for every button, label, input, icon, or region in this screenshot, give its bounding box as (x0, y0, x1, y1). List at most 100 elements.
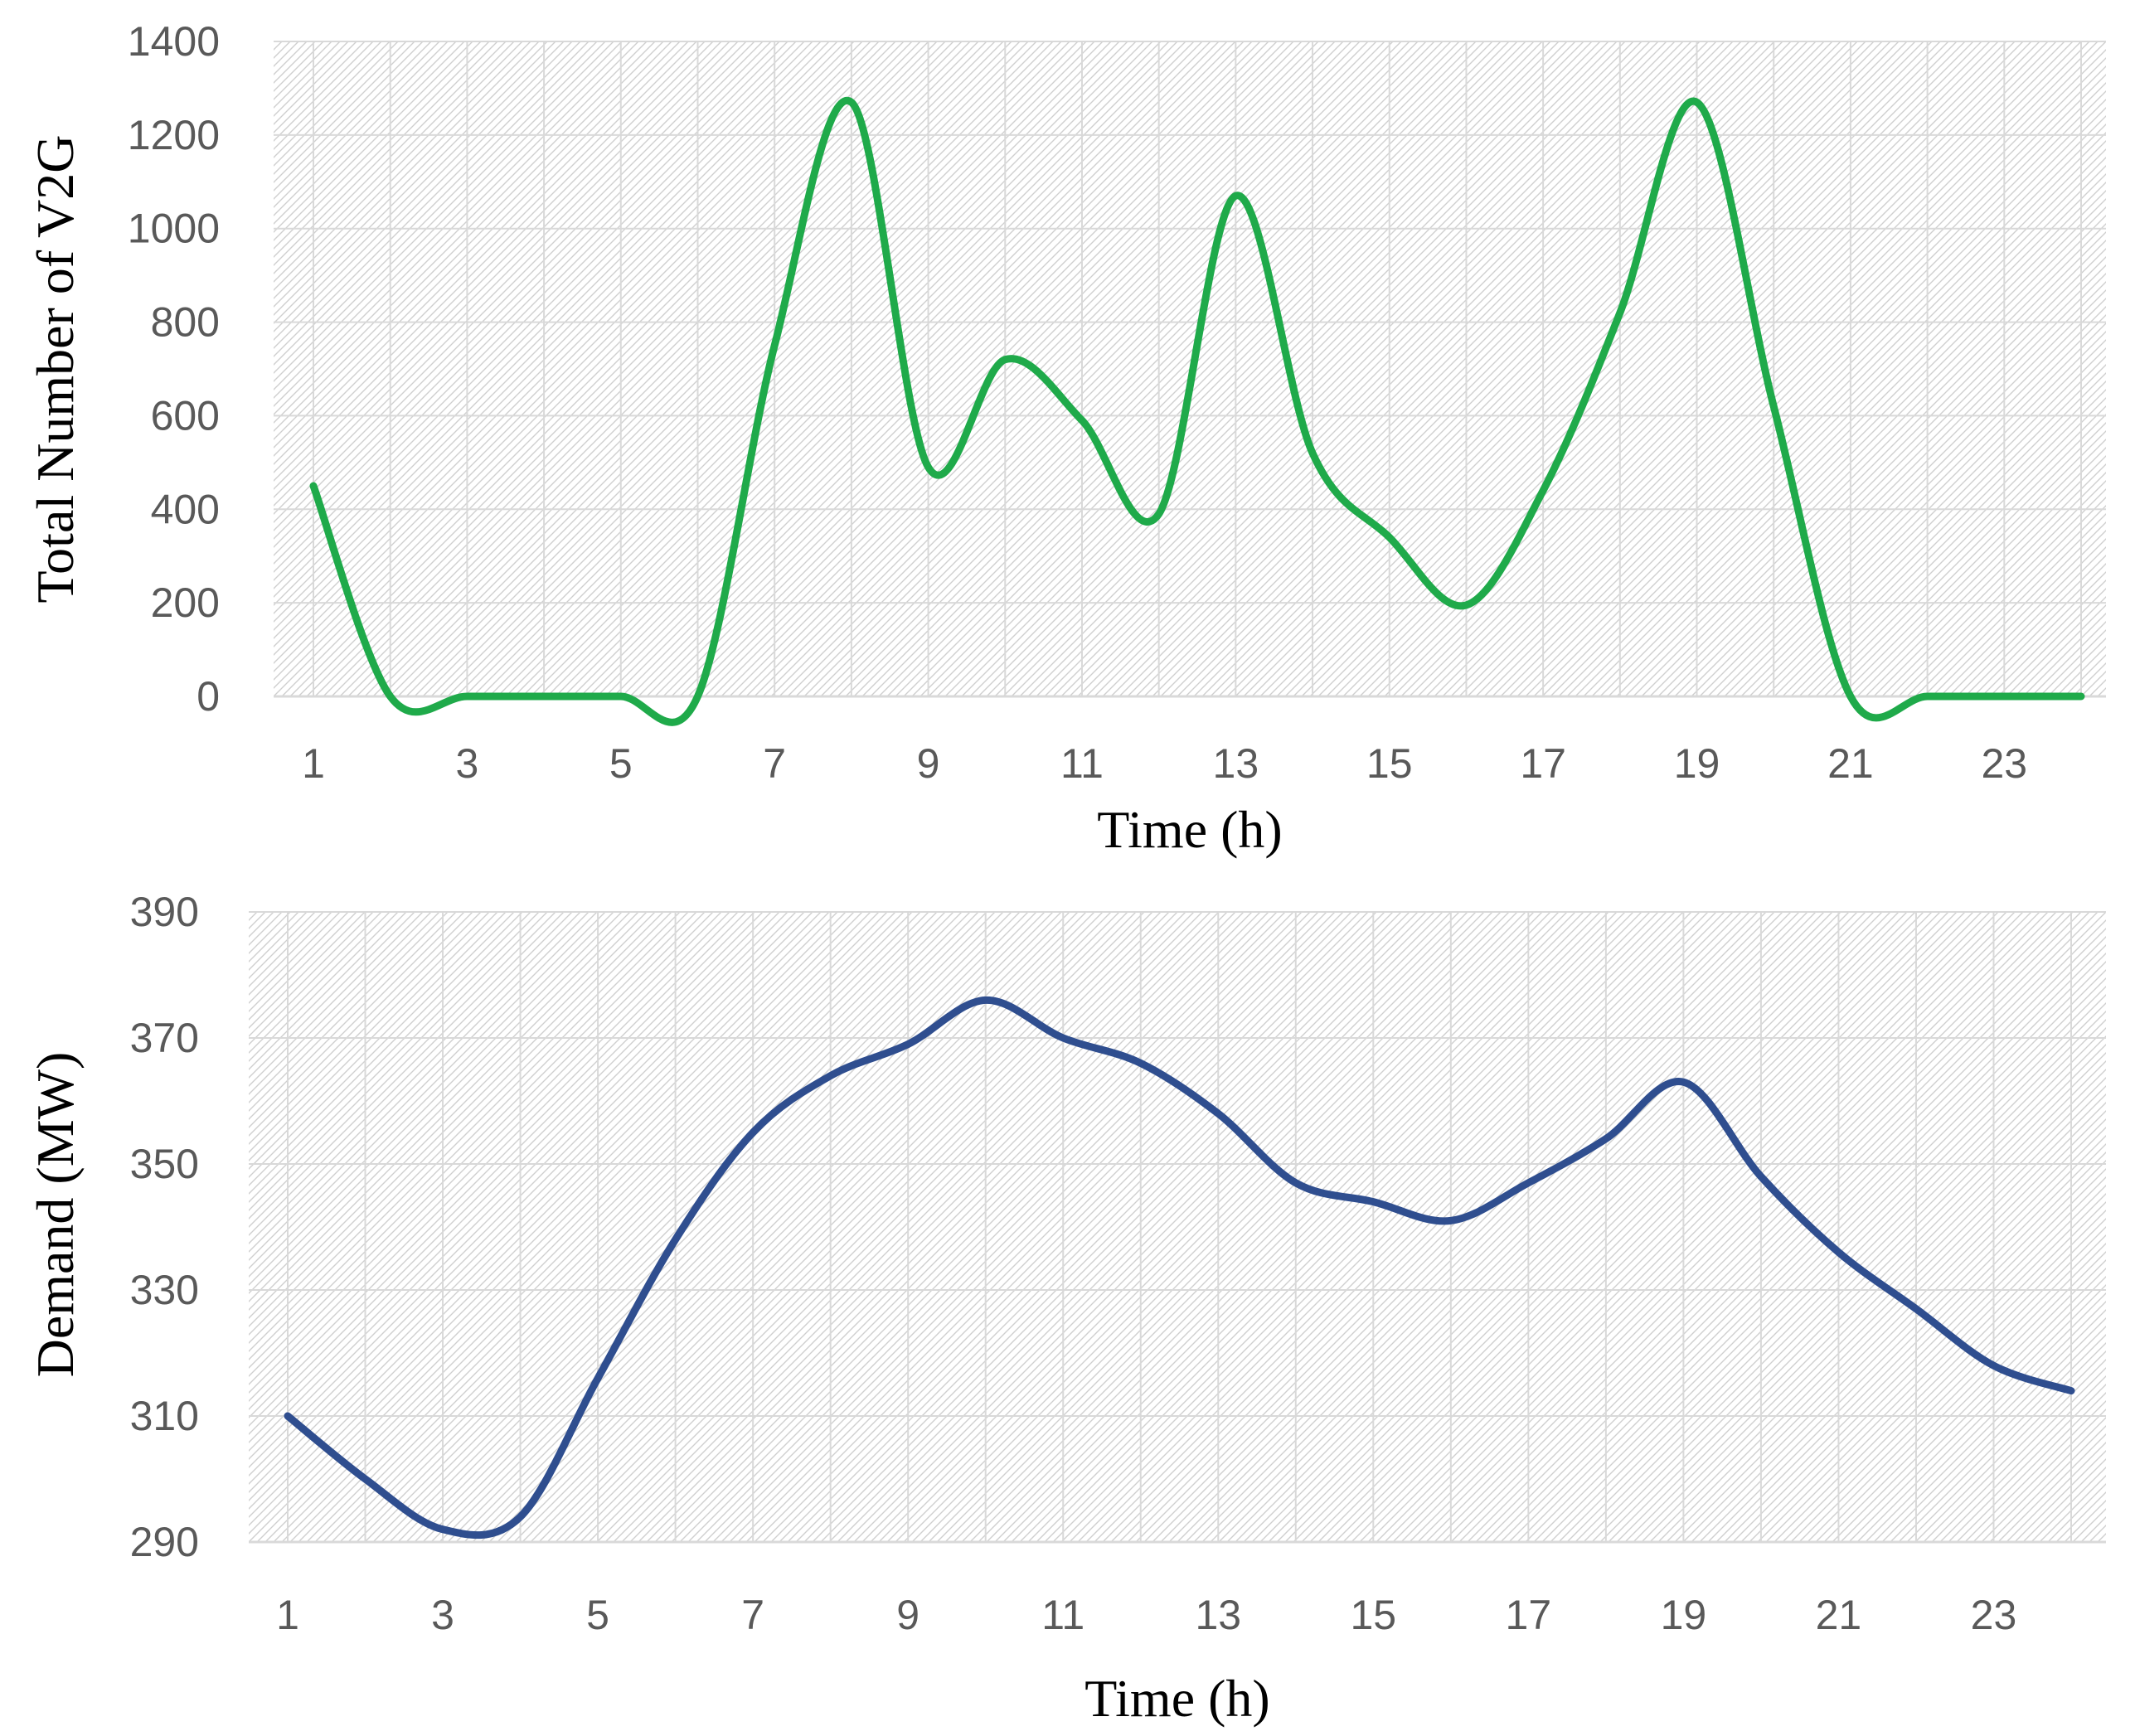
v2g-data-point (771, 342, 778, 349)
v2g-x-tick-label: 13 (1213, 740, 1259, 787)
demand-plot-area (249, 912, 2106, 1542)
demand-data-point (1060, 1035, 1066, 1041)
demand-x-tick-label: 21 (1816, 1592, 1862, 1638)
v2g-x-tick-label: 7 (763, 740, 786, 787)
v2g-y-tick-label: 1200 (128, 112, 220, 158)
demand-y-tick-label: 370 (130, 1015, 199, 1061)
demand-data-point (2068, 1388, 2074, 1394)
v2g-data-point (618, 693, 624, 700)
demand-x-tick-label: 3 (431, 1592, 454, 1638)
demand-data-point (1680, 1079, 1686, 1085)
demand-data-point (594, 1375, 601, 1381)
v2g-x-tick-label: 1 (302, 740, 325, 787)
demand-data-point (1448, 1217, 1454, 1224)
v2g-x-tick-label: 9 (917, 740, 940, 787)
v2g-data-point (1770, 403, 1777, 410)
demand-data-point (750, 1129, 756, 1136)
demand-data-point (1603, 1136, 1609, 1142)
demand-x-tick-label: 15 (1350, 1592, 1396, 1638)
demand-x-tick-label: 11 (1041, 1592, 1084, 1638)
v2g-data-point (694, 693, 701, 700)
v2g-data-point (541, 693, 547, 700)
demand-data-point (284, 1413, 291, 1419)
v2g-data-point (1156, 511, 1162, 517)
demand-data-point (362, 1476, 369, 1482)
demand-data-point (1293, 1180, 1299, 1186)
v2g-y-axis-title: Total Number of V2G (26, 135, 85, 604)
demand-data-point (1835, 1249, 1841, 1255)
demand-x-tick-labels: 1 3 5 7 9 11 13 15 17 19 21 23 (276, 1592, 2016, 1638)
v2g-data-point (1079, 417, 1085, 424)
demand-data-point (517, 1514, 524, 1520)
v2g-data-point (1232, 192, 1239, 199)
demand-y-tick-label: 290 (130, 1519, 199, 1565)
v2g-data-point (1540, 487, 1546, 494)
v2g-data-point (925, 464, 932, 471)
v2g-y-tick-label: 1000 (128, 206, 220, 252)
demand-y-tick-labels: 290 310 330 350 370 390 (130, 889, 199, 1565)
demand-x-tick-label: 9 (896, 1592, 920, 1638)
v2g-data-point (463, 693, 470, 700)
v2g-data-point (1463, 602, 1469, 609)
demand-data-point (983, 997, 989, 1003)
demand-x-tick-label: 13 (1195, 1592, 1241, 1638)
v2g-data-point (848, 99, 855, 105)
v2g-data-point (1847, 693, 1854, 700)
v2g-y-tick-label: 600 (151, 392, 220, 439)
v2g-x-tick-label: 17 (1520, 740, 1566, 787)
demand-data-point (1913, 1306, 1919, 1312)
v2g-x-tick-label: 19 (1674, 740, 1720, 787)
v2g-y-tick-label: 400 (151, 486, 220, 532)
v2g-data-point (1617, 309, 1623, 316)
demand-series-line (284, 996, 2075, 1540)
v2g-data-point (1002, 356, 1008, 363)
demand-data-point (439, 1526, 446, 1533)
demand-data-point (905, 1041, 911, 1048)
v2g-data-point (387, 693, 394, 700)
demand-data-point (1990, 1362, 1997, 1369)
demand-data-point (1370, 1199, 1376, 1205)
v2g-x-axis-title: Time (h) (1097, 800, 1282, 859)
v2g-x-tick-label: 23 (1981, 740, 2027, 787)
demand-y-tick-label: 350 (130, 1141, 199, 1187)
v2g-x-tick-labels: 1 3 5 7 9 11 13 15 17 19 21 23 (302, 740, 2027, 787)
demand-y-tick-label: 310 (130, 1393, 199, 1439)
demand-x-axis-title: Time (h) (1084, 1669, 1269, 1728)
demand-x-tick-label: 17 (1506, 1592, 1552, 1638)
v2g-data-point (2001, 693, 2007, 700)
demand-x-tick-label: 23 (1971, 1592, 2017, 1638)
demand-x-tick-label: 19 (1661, 1592, 1707, 1638)
v2g-y-tick-label: 200 (151, 579, 220, 626)
v2g-data-point (1386, 534, 1393, 541)
demand-data-point (827, 1073, 834, 1079)
v2g-y-tick-label: 1400 (128, 18, 220, 65)
demand-data-point (1215, 1110, 1221, 1117)
v2g-y-tick-labels: 0 200 400 600 800 1000 1200 1400 (128, 18, 220, 720)
v2g-data-point (1924, 693, 1931, 700)
v2g-y-tick-label: 800 (151, 299, 220, 346)
v2g-x-tick-label: 15 (1366, 740, 1413, 787)
demand-y-axis-title: Demand (MW) (26, 1052, 85, 1378)
demand-data-point (1138, 1060, 1144, 1066)
v2g-data-point (2078, 693, 2084, 700)
v2g-data-point (1309, 450, 1316, 457)
demand-x-tick-label: 7 (741, 1592, 764, 1638)
demand-data-point (1758, 1173, 1764, 1180)
v2g-x-tick-label: 11 (1060, 740, 1104, 787)
v2g-x-tick-label: 21 (1827, 740, 1874, 787)
v2g-data-point (310, 482, 317, 489)
demand-data-point (672, 1236, 679, 1243)
v2g-y-tick-label: 0 (197, 673, 220, 720)
v2g-gridlines (274, 41, 2106, 697)
v2g-x-tick-label: 5 (609, 740, 633, 787)
demand-y-tick-label: 330 (130, 1267, 199, 1313)
v2g-x-tick-label: 3 (455, 740, 478, 787)
demand-x-tick-label: 5 (586, 1592, 609, 1638)
demand-x-tick-label: 1 (276, 1592, 299, 1638)
v2g-data-point (1694, 99, 1701, 105)
demand-data-point (1525, 1180, 1531, 1186)
v2g-series-line (309, 96, 2085, 726)
